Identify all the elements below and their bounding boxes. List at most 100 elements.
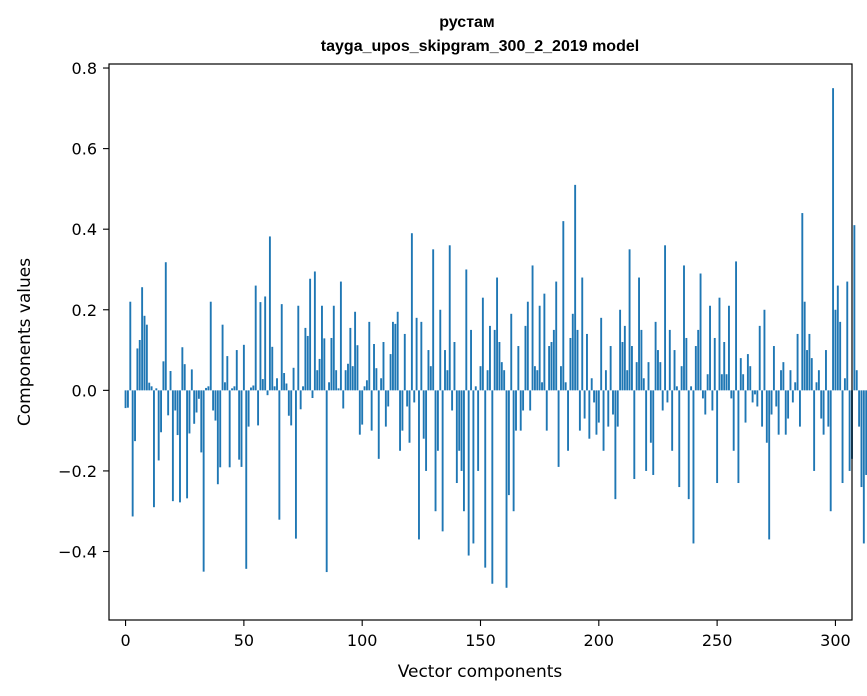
bar xyxy=(678,390,681,488)
y-axis-label: Components values xyxy=(15,258,35,426)
bar xyxy=(576,329,579,391)
bar xyxy=(668,329,671,391)
x-tick-label: 300 xyxy=(820,631,851,650)
bar xyxy=(545,390,548,431)
bar xyxy=(387,390,390,407)
bar xyxy=(242,344,245,391)
bar xyxy=(306,335,309,391)
bar xyxy=(304,327,307,391)
bar xyxy=(160,390,162,433)
bar xyxy=(299,390,302,410)
bar xyxy=(436,390,439,451)
bar xyxy=(257,390,260,426)
bar xyxy=(652,390,655,475)
bar xyxy=(150,386,153,391)
bar xyxy=(280,304,283,391)
bar xyxy=(642,378,645,391)
bar xyxy=(413,390,416,403)
bar xyxy=(799,390,801,427)
bar xyxy=(628,249,631,391)
bar xyxy=(231,388,233,391)
x-axis-label: Vector components xyxy=(398,662,563,682)
bar xyxy=(735,261,737,391)
bar xyxy=(564,382,567,391)
bar xyxy=(268,236,271,391)
bar xyxy=(586,333,588,391)
bar xyxy=(302,386,304,391)
bar xyxy=(339,281,342,391)
bar xyxy=(571,313,574,391)
bar xyxy=(675,386,678,391)
bar xyxy=(278,390,281,520)
bar xyxy=(162,361,165,391)
bar xyxy=(716,390,719,484)
bar xyxy=(709,305,711,391)
bar xyxy=(775,390,778,407)
bar xyxy=(415,317,418,391)
bar xyxy=(858,390,861,427)
bar xyxy=(264,296,267,391)
bar xyxy=(808,333,811,391)
y-tick-label: 0.6 xyxy=(72,140,97,159)
x-tick-label: 100 xyxy=(347,631,378,650)
bar xyxy=(368,321,371,391)
bar xyxy=(221,324,224,391)
bar xyxy=(853,225,856,391)
bar xyxy=(401,390,404,431)
bar xyxy=(155,388,158,391)
bar xyxy=(711,390,714,411)
y-tick-label: 0.0 xyxy=(72,381,97,400)
bar xyxy=(791,390,794,403)
bar xyxy=(148,382,151,391)
bar xyxy=(761,390,764,427)
bar xyxy=(855,370,858,391)
bar xyxy=(214,390,217,421)
bar xyxy=(694,346,697,391)
bar xyxy=(749,366,752,391)
bar xyxy=(825,350,827,391)
bar xyxy=(332,305,335,391)
bar xyxy=(233,386,236,391)
bar xyxy=(692,390,695,544)
bar xyxy=(744,390,747,423)
bar xyxy=(803,301,806,391)
bar xyxy=(294,390,297,539)
bar xyxy=(782,362,785,391)
bar xyxy=(522,390,525,411)
bar xyxy=(451,390,454,411)
bar xyxy=(630,346,633,391)
bar xyxy=(226,356,229,391)
bar xyxy=(207,386,210,391)
x-tick-label: 150 xyxy=(465,631,496,650)
bar xyxy=(330,337,333,391)
bar xyxy=(259,302,262,391)
bar xyxy=(325,390,328,573)
bar xyxy=(441,390,444,532)
y-axis-ticks: −0.4 −0.2 0.0 0.2 0.4 0.6 0.8 xyxy=(58,59,109,562)
bar xyxy=(633,390,636,479)
bar xyxy=(370,390,373,431)
bar xyxy=(186,390,189,499)
bar xyxy=(389,354,392,391)
bar xyxy=(659,362,662,391)
bar xyxy=(713,337,716,391)
bar xyxy=(190,369,193,391)
bar xyxy=(543,293,546,391)
bar xyxy=(399,390,401,451)
bar xyxy=(640,329,643,391)
y-tick-label: 0.4 xyxy=(72,220,97,239)
bar xyxy=(354,311,357,391)
bar xyxy=(621,342,624,391)
bar xyxy=(455,390,458,484)
bar xyxy=(562,221,565,391)
bar xyxy=(756,390,759,407)
bar xyxy=(171,390,174,502)
bar xyxy=(772,346,775,391)
bar xyxy=(820,390,823,419)
bar xyxy=(810,358,813,391)
bar xyxy=(287,390,290,416)
bar xyxy=(145,324,148,391)
bar xyxy=(467,390,470,556)
bar xyxy=(529,390,532,411)
